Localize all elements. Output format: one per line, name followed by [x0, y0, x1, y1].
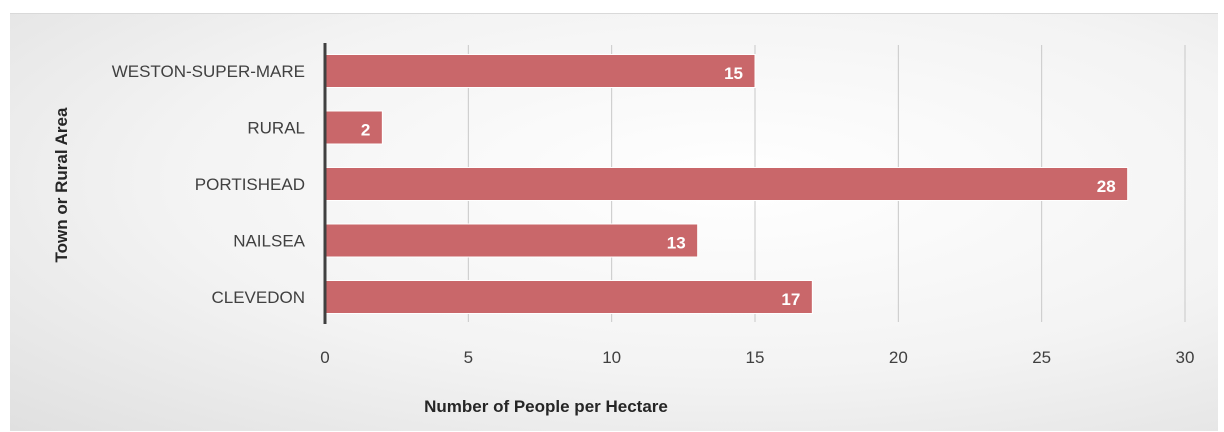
bars: [324, 54, 1129, 314]
x-tick-label: 20: [889, 348, 908, 367]
data-label: 17: [781, 290, 800, 309]
x-tick-label: 5: [464, 348, 473, 367]
bar: [324, 110, 383, 145]
bar: [324, 280, 813, 314]
category-label: RURAL: [247, 119, 305, 138]
x-tick-label: 15: [746, 348, 765, 367]
category-labels: WESTON-SUPER-MARE RURAL PORTISHEAD NAILSEA C…: [112, 62, 306, 307]
category-label: CLEVEDON: [211, 288, 305, 307]
x-tick-label: 0: [320, 348, 329, 367]
bar: [324, 223, 699, 258]
data-label: 2: [361, 121, 370, 140]
x-tick-label: 30: [1176, 348, 1195, 367]
category-label: NAILSEA: [233, 232, 305, 251]
y-axis-title: Town or Rural Area: [52, 107, 71, 262]
x-tick-label: 25: [1032, 348, 1051, 367]
category-label: PORTISHEAD: [195, 175, 305, 194]
data-label: 15: [724, 64, 743, 83]
x-axis-title: Number of People per Hectare: [424, 397, 668, 416]
bar: [324, 167, 1129, 201]
category-label: WESTON-SUPER-MARE: [112, 62, 305, 81]
x-tick-labels: 0 5 10 15 20 25 30: [320, 348, 1194, 367]
data-labels: 15 2 28 13 17: [361, 64, 1116, 309]
bar: [324, 54, 756, 88]
data-label: 13: [667, 234, 686, 253]
data-label: 28: [1097, 177, 1116, 196]
x-tick-label: 10: [602, 348, 621, 367]
